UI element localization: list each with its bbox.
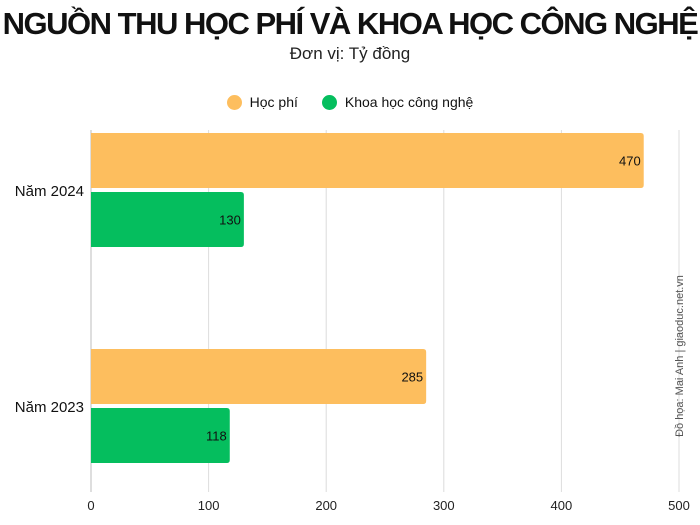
x-axis-ticks: 0 100 200 300 400 500 [87,498,689,513]
category-label: Năm 2024 [15,183,84,200]
legend-swatch-khcn [321,94,337,110]
chart-title: NGUỒN THU HỌC PHÍ VÀ KHOA HỌC CÔNG NGHỆ [2,6,699,41]
bar-khcn-1 [91,408,230,463]
bar-value-label: 118 [206,429,227,444]
legend: Học phí Khoa học công nghệ [0,94,700,110]
legend-label-khcn: Khoa học công nghệ [344,94,474,110]
x-tick-label: 100 [198,498,220,513]
category-labels: Năm 2024 Năm 2023 [15,183,84,416]
x-tick-label: 500 [668,498,690,513]
x-tick-label: 400 [551,498,573,513]
legend-item-hoc-phi: Học phí [226,94,298,110]
category-label: Năm 2023 [15,399,84,416]
bar-value-label: 285 [401,370,423,385]
legend-swatch-hoc-phi [226,94,242,110]
bar-khcn-0 [91,192,244,247]
bar-value-label: 470 [619,154,641,169]
bar-value-label: 130 [219,213,241,228]
credit-text: Đồ họa: Mai Anh | giaoduc.net.vn [674,275,686,437]
bars [91,133,644,463]
value-labels: 470 130 285 118 [206,154,641,444]
x-tick-label: 200 [315,498,337,513]
bar-hoc-phi-0 [91,133,644,188]
x-tick-label: 300 [433,498,455,513]
chart-subtitle: Đơn vị: Tỷ đồng [289,44,411,63]
legend-label-hoc-phi: Học phí [249,94,298,110]
legend-item-khcn: Khoa học công nghệ [321,94,474,110]
bar-hoc-phi-1 [91,349,427,404]
x-tick-label: 0 [87,498,94,513]
